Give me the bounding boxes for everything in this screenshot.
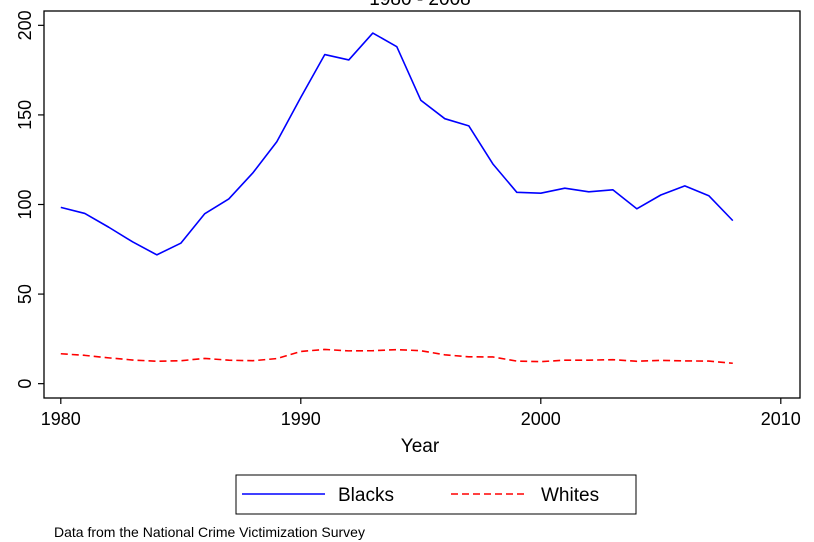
y-axis: 0 50 100 150 200 <box>15 10 44 389</box>
source-note: Data from the National Crime Victimizati… <box>54 524 365 540</box>
x-tick-label: 1980 <box>41 409 81 429</box>
plot-frame <box>43 10 801 399</box>
x-tick-label: 2010 <box>761 409 801 429</box>
y-tick-label: 100 <box>15 189 35 219</box>
x-tick-label: 1990 <box>281 409 321 429</box>
y-tick-label: 50 <box>15 284 35 304</box>
y-tick-label: 0 <box>15 379 35 389</box>
legend: Blacks Whites <box>235 474 637 515</box>
legend-label-blacks: Blacks <box>338 485 394 506</box>
chart-title: 1980 - 2008 <box>369 0 470 10</box>
legend-label-whites: Whites <box>541 485 599 506</box>
legend-box <box>235 474 637 515</box>
series-layer <box>60 32 734 365</box>
x-axis: 1980 1990 2000 2010 <box>41 398 801 429</box>
series-line-whites <box>60 348 733 365</box>
y-tick-label: 200 <box>15 10 35 40</box>
series-line-blacks <box>60 32 734 256</box>
x-axis-title: Year <box>401 436 440 457</box>
y-tick-label: 150 <box>15 100 35 130</box>
x-tick-label: 2000 <box>521 409 561 429</box>
